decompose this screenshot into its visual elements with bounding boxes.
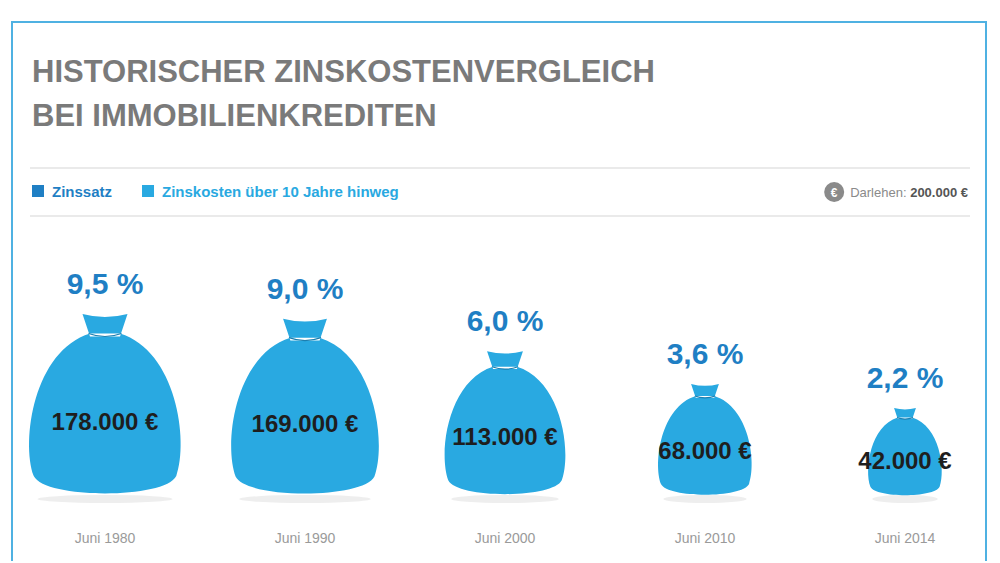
annotation: Darlehen: 200.000 € € xyxy=(824,182,968,202)
bag-tie xyxy=(492,367,518,369)
rate-label: 6,0 % xyxy=(467,304,544,337)
rate-label: 9,5 % xyxy=(67,267,144,300)
annotation-icon xyxy=(824,182,844,202)
separator xyxy=(30,167,970,169)
annotation-icon-text: € xyxy=(831,186,838,200)
annotation-value: 200.000 € xyxy=(910,185,968,200)
category-label: Juni 2014 xyxy=(875,530,936,546)
title: HISTORISCHER ZINSKOSTENVERGLEICH BEI IMMO… xyxy=(32,54,655,133)
title-line: BEI IMMOBILIENKREDITEN xyxy=(32,98,437,133)
rate-label: 9,0 % xyxy=(267,272,344,305)
frame xyxy=(12,22,986,561)
cost-label: 68.000 € xyxy=(658,437,751,464)
bag-tie xyxy=(695,396,715,398)
legend: Zinssatz Zinskosten über 10 Jahre hinweg xyxy=(32,183,399,200)
category-label: Juni 1980 xyxy=(75,530,136,546)
legend-swatch xyxy=(142,185,154,197)
money-bag xyxy=(445,351,566,494)
category-label: Juni 2000 xyxy=(475,530,536,546)
separator xyxy=(30,215,970,217)
legend-swatch xyxy=(32,185,44,197)
title-line: HISTORISCHER ZINSKOSTENVERGLEICH xyxy=(32,54,655,89)
bag-tie xyxy=(897,418,913,419)
money-bag xyxy=(29,314,181,493)
bag-tie xyxy=(289,338,321,341)
cost-label: 42.000 € xyxy=(858,447,951,474)
bag-shadow xyxy=(38,495,173,503)
annotation-label: Darlehen: xyxy=(850,185,910,200)
cost-label: 113.000 € xyxy=(452,423,557,450)
bag-tie xyxy=(89,334,122,337)
labels: 178.000 € 9,5 % Juni 1980 169.000 € 9,0 % Jun… xyxy=(52,267,952,546)
money-bag xyxy=(658,384,752,495)
bag-shadow xyxy=(451,495,559,503)
legend-label: Zinssatz xyxy=(52,183,112,200)
annotation-text: Darlehen: 200.000 € xyxy=(850,185,968,200)
chart: HISTORISCHER ZINSKOSTENVERGLEICH BEI IMMO… xyxy=(0,0,1000,563)
marks xyxy=(29,314,942,503)
cost-label: 178.000 € xyxy=(52,408,159,435)
category-label: Juni 2010 xyxy=(675,530,736,546)
legend-label: Zinskosten über 10 Jahre hinweg xyxy=(162,183,399,200)
category-label: Juni 1990 xyxy=(275,530,336,546)
cost-label: 169.000 € xyxy=(252,410,359,437)
bag-shadow xyxy=(663,495,746,503)
background xyxy=(0,0,1000,563)
bag-shadow xyxy=(872,495,938,503)
bag-shadow xyxy=(239,495,371,503)
rate-label: 2,2 % xyxy=(867,361,944,394)
money-bag xyxy=(231,319,379,494)
rate-label: 3,6 % xyxy=(667,337,744,370)
